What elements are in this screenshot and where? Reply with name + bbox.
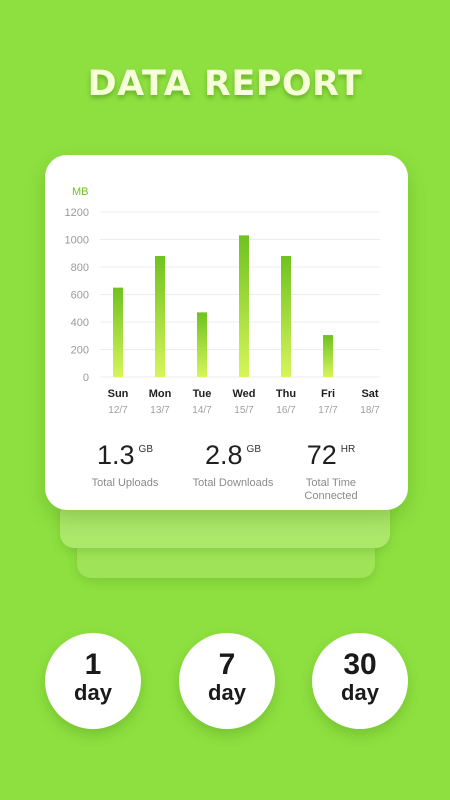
uploads-unit: GB (138, 444, 153, 455)
bar (239, 235, 249, 377)
downloads-value: 2.8 (205, 440, 243, 470)
x-day-label: Fri (321, 388, 335, 400)
stat-total-uploads: 1.3 GB Total Uploads (85, 440, 165, 490)
x-date-label: 16/7 (276, 405, 296, 416)
x-day-label: Sun (108, 388, 129, 400)
bar-chart: MB 0 200 400 600 800 1000 1200 Sun 12/7 Mon 13/7 Tue… (65, 186, 381, 416)
period-unit: day (208, 680, 246, 705)
x-day-label: Thu (276, 388, 296, 400)
stat-total-time: 72 HR Total Time Connected (297, 440, 365, 503)
x-date-label: 14/7 (192, 405, 212, 416)
period-7-day-button[interactable]: 7 day (179, 633, 275, 729)
bar (281, 256, 291, 377)
period-unit: day (341, 680, 379, 705)
x-date-label: 17/7 (318, 405, 338, 416)
report-card: MB 0 200 400 600 800 1000 1200 Sun 12/7 Mon 13/7 Tue… (45, 155, 408, 510)
time-label: Total Time Connected (304, 477, 358, 502)
x-day-label: Wed (232, 388, 255, 400)
period-30-day-button[interactable]: 30 day (312, 633, 408, 729)
uploads-label: Total Uploads (91, 477, 159, 489)
stat-total-downloads: 2.8 GB Total Downloads (183, 440, 283, 490)
period-1-day-button[interactable]: 1 day (45, 633, 141, 729)
time-unit: HR (340, 444, 356, 455)
bar (323, 335, 333, 377)
y-tick-label: 800 (71, 262, 89, 274)
downloads-unit: GB (246, 444, 261, 455)
x-date-label: 12/7 (108, 405, 128, 416)
period-number: 1 (84, 648, 102, 681)
period-number: 30 (343, 648, 377, 681)
time-value: 72 (306, 440, 337, 470)
y-tick-label: 600 (71, 290, 89, 302)
bar (197, 312, 207, 377)
y-tick-label: 0 (83, 372, 89, 384)
downloads-label: Total Downloads (192, 477, 274, 489)
x-date-label: 18/7 (360, 405, 380, 416)
page-title: DATA REPORT (87, 64, 363, 104)
x-date-label: 13/7 (150, 405, 170, 416)
y-tick-label: 400 (71, 317, 89, 329)
period-number: 7 (218, 648, 236, 681)
x-day-label: Sat (361, 388, 378, 400)
y-axis-unit-label: MB (72, 186, 89, 198)
uploads-value: 1.3 (97, 440, 135, 470)
period-unit: day (74, 680, 112, 705)
bar (155, 256, 165, 377)
y-tick-label: 200 (71, 345, 89, 357)
x-day-label: Tue (193, 388, 212, 400)
y-tick-label: 1200 (65, 207, 89, 219)
x-day-label: Mon (149, 388, 172, 400)
bar (113, 287, 123, 377)
y-tick-label: 1000 (65, 235, 89, 247)
x-date-label: 15/7 (234, 405, 254, 416)
